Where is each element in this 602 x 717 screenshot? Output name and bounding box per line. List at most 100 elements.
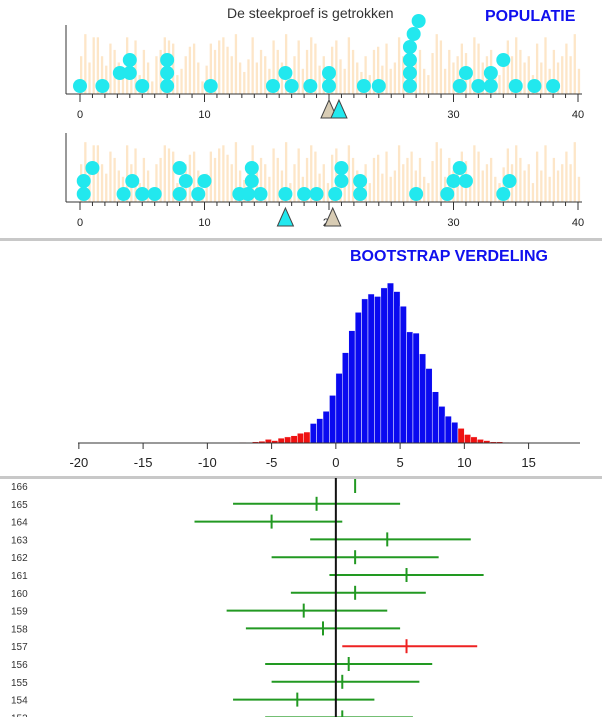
interval-label: 160 — [11, 589, 28, 600]
interval-label: 165 — [11, 500, 28, 511]
histogram-bar — [284, 436, 292, 444]
background-bar — [113, 157, 116, 202]
background-bar — [310, 37, 313, 94]
background-bar — [431, 161, 434, 202]
interval-label: 162 — [11, 553, 28, 564]
data-point — [334, 174, 349, 188]
background-bar — [238, 170, 242, 202]
background-bar — [456, 56, 459, 94]
x-tick-label: 10 — [457, 455, 471, 470]
background-bar — [109, 151, 112, 202]
background-bar — [96, 37, 100, 94]
background-bar — [498, 75, 501, 94]
background-bar — [96, 145, 100, 202]
x-tick-label: 0 — [332, 455, 339, 470]
background-bar — [335, 148, 338, 202]
background-bar — [213, 157, 217, 202]
background-bar — [423, 68, 426, 94]
background-bar — [506, 40, 510, 94]
data-point — [483, 66, 498, 80]
background-bar — [351, 49, 355, 94]
background-bar — [259, 49, 263, 94]
interval-label: 157 — [11, 642, 28, 653]
background-bar — [343, 176, 346, 202]
background-bar — [427, 75, 430, 94]
background-bar — [519, 49, 522, 94]
background-bar — [443, 68, 447, 94]
interval-label: 159 — [11, 607, 28, 618]
background-bar — [314, 151, 317, 202]
background-bar — [172, 151, 175, 202]
intervals-plot: 166 165 164 163 162 161 160 159 158 157 156 155 154 1… — [11, 478, 484, 717]
background-bar — [109, 43, 112, 94]
background-bar — [142, 49, 146, 94]
background-bar — [435, 34, 438, 94]
background-bar — [431, 53, 434, 94]
background-bar — [427, 183, 430, 202]
data-point — [135, 187, 150, 201]
background-bar — [515, 145, 518, 202]
interval-label: 164 — [11, 518, 28, 529]
background-bar — [230, 56, 233, 94]
background-bar — [234, 142, 238, 202]
histogram-bar — [438, 406, 446, 444]
background-bar — [280, 170, 284, 202]
background-bar — [544, 37, 547, 94]
background-bar — [259, 157, 263, 202]
data-point — [458, 174, 473, 188]
background-bar — [172, 43, 175, 94]
histogram-bar — [464, 434, 472, 444]
data-point — [73, 79, 87, 93]
background-bar — [100, 56, 104, 94]
background-bar — [326, 183, 330, 202]
background-bar — [126, 145, 129, 202]
background-bar — [192, 151, 196, 202]
background-bar — [322, 164, 325, 202]
data-point — [440, 187, 455, 201]
data-point — [284, 79, 299, 93]
population-title: POPULATIE — [485, 8, 576, 25]
histogram-bar — [451, 421, 459, 444]
background-bar — [439, 148, 443, 202]
background-bar — [297, 148, 300, 202]
histogram-bar — [329, 395, 337, 444]
histogram-bar — [457, 428, 465, 444]
data-point — [278, 187, 293, 201]
histogram-bar — [399, 305, 407, 444]
background-bar — [556, 170, 560, 202]
bootstrap-panel: BOOTSTRAP VERDELING -20 -15 -10 -5 0 5 10 15 — [0, 240, 602, 478]
data-point — [496, 187, 511, 201]
background-bar — [159, 157, 162, 202]
histogram-bar — [412, 332, 420, 444]
x-tick-label: 0 — [77, 217, 83, 229]
background-bar — [92, 37, 95, 94]
data-point — [135, 79, 150, 93]
data-point — [76, 174, 91, 188]
x-tick-label: 40 — [572, 217, 584, 229]
background-bar — [176, 75, 179, 94]
background-bar — [134, 40, 137, 94]
background-bar — [146, 62, 150, 94]
background-bar — [255, 170, 259, 202]
background-bar — [565, 43, 568, 94]
background-bar — [448, 49, 451, 94]
background-bar — [397, 145, 401, 202]
population-chart: 010203040010203040 — [65, 14, 584, 229]
background-bar — [276, 157, 279, 202]
data-point — [122, 53, 137, 67]
background-bar — [314, 43, 317, 94]
data-point — [452, 161, 467, 175]
data-point — [76, 187, 91, 201]
background-bar — [561, 164, 564, 202]
background-bar — [569, 56, 572, 94]
intervals-chart: 166 165 164 163 162 161 160 159 158 157 156 155 154 1… — [11, 478, 484, 717]
background-bar — [502, 59, 505, 94]
background-bar — [284, 34, 288, 94]
histogram-bar — [419, 353, 427, 444]
histogram-bar — [406, 331, 414, 444]
data-point — [328, 187, 343, 201]
data-point — [483, 79, 498, 93]
background-bar — [180, 68, 183, 94]
x-tick-label: 40 — [572, 109, 584, 121]
background-bar — [377, 46, 380, 94]
